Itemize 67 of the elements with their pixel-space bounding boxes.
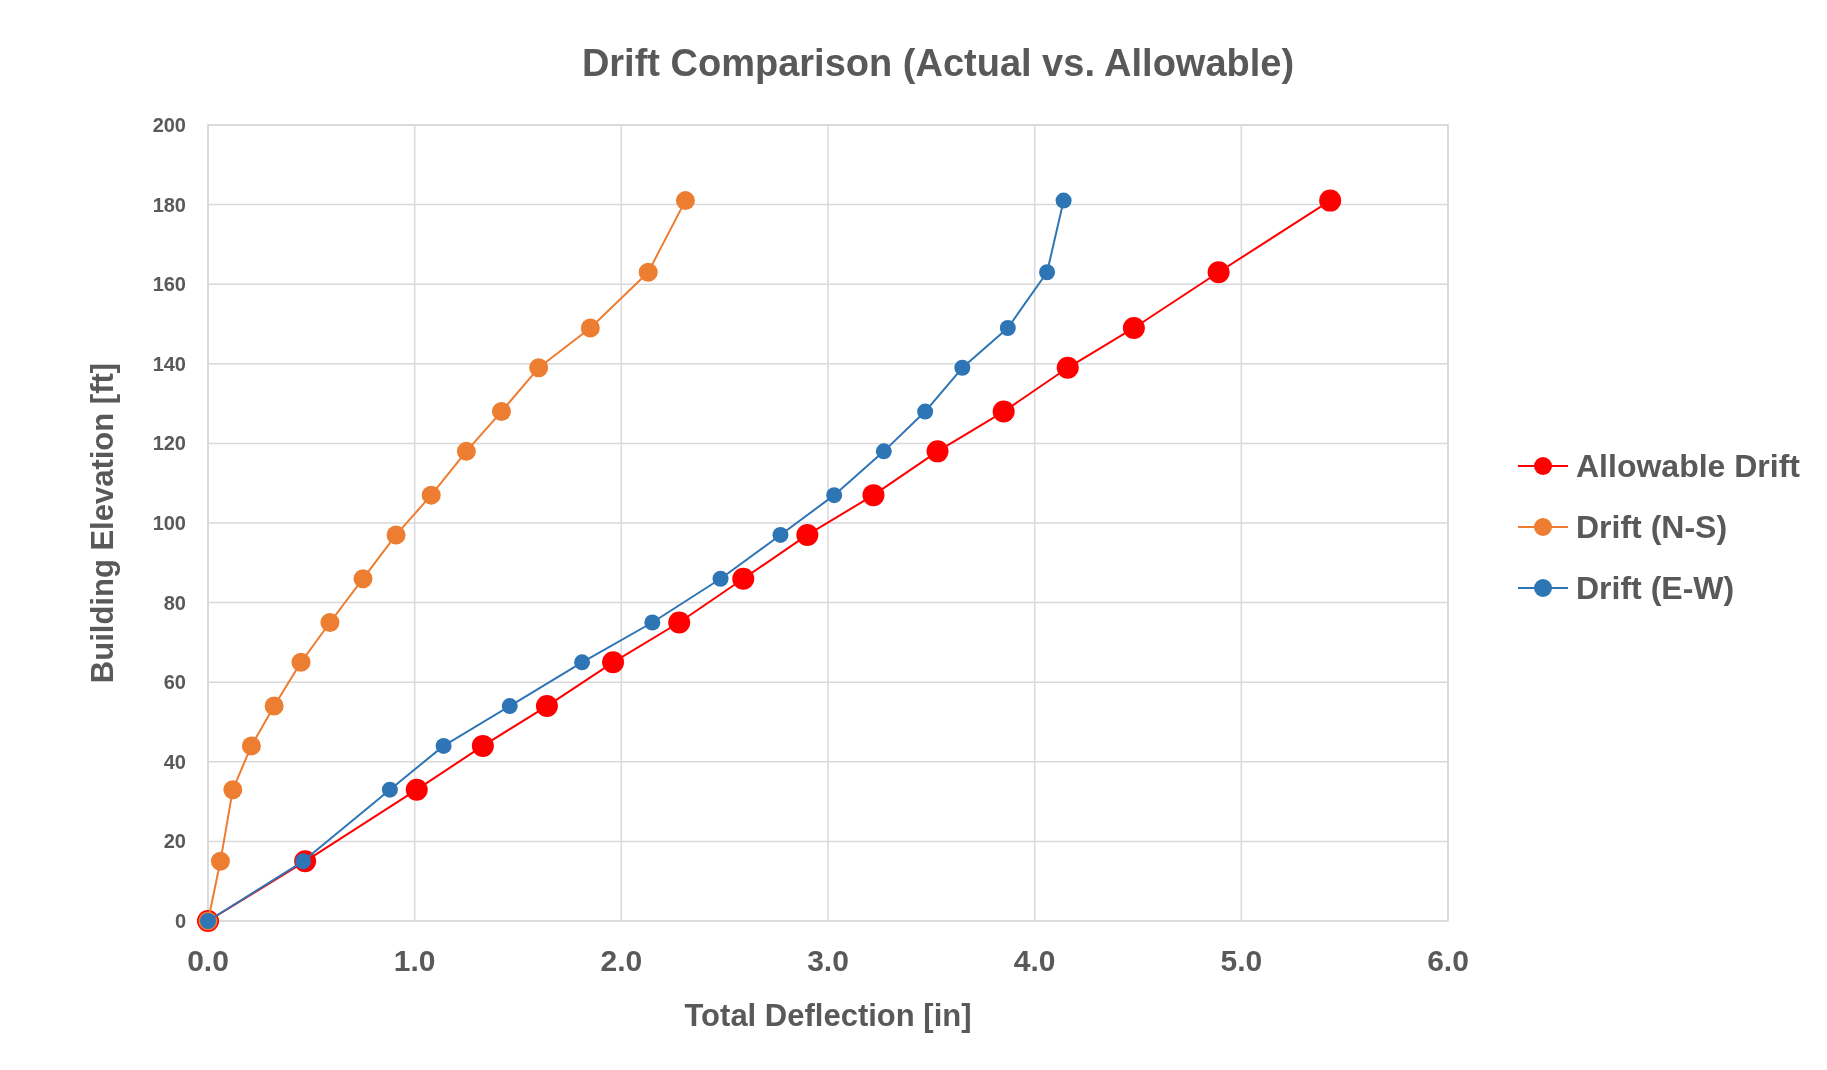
point bbox=[668, 611, 691, 634]
point bbox=[381, 781, 398, 798]
point bbox=[405, 778, 428, 801]
point bbox=[320, 613, 340, 632]
x-tick-label: 5.0 bbox=[1220, 944, 1263, 977]
x-tick-label: 6.0 bbox=[1427, 944, 1469, 977]
point bbox=[580, 318, 600, 338]
x-tick-label: 2.0 bbox=[600, 944, 643, 977]
legend-label: Drift (E-W) bbox=[1576, 570, 1735, 606]
point bbox=[826, 487, 843, 504]
point bbox=[535, 695, 558, 718]
point bbox=[386, 525, 406, 545]
point bbox=[264, 696, 284, 716]
point bbox=[796, 523, 819, 546]
point bbox=[501, 698, 518, 715]
point bbox=[644, 614, 661, 631]
point bbox=[210, 851, 230, 871]
y-tick-label: 0 bbox=[174, 910, 186, 932]
point bbox=[291, 652, 311, 672]
y-tick-label: 40 bbox=[163, 750, 186, 773]
point bbox=[1055, 192, 1072, 209]
y-tick-label: 100 bbox=[152, 512, 186, 534]
point bbox=[999, 319, 1016, 336]
point bbox=[602, 651, 625, 674]
x-tick-label: 3.0 bbox=[807, 944, 849, 977]
point bbox=[1207, 261, 1230, 284]
point bbox=[353, 569, 373, 589]
point bbox=[574, 654, 591, 671]
point bbox=[917, 403, 934, 420]
point bbox=[638, 262, 658, 282]
point bbox=[471, 734, 494, 757]
point bbox=[421, 485, 441, 505]
point bbox=[772, 526, 789, 543]
y-tick-label: 160 bbox=[152, 273, 186, 296]
point bbox=[1039, 264, 1056, 281]
y-tick-label: 180 bbox=[152, 193, 186, 216]
legend-label: Drift (N-S) bbox=[1576, 509, 1728, 545]
point bbox=[435, 737, 452, 754]
point bbox=[712, 570, 729, 587]
point bbox=[954, 359, 971, 376]
x-axis-title: Total Deflection [in] bbox=[684, 998, 972, 1033]
y-tick-label: 120 bbox=[152, 432, 186, 455]
point bbox=[926, 440, 949, 463]
point bbox=[223, 780, 243, 800]
y-axis-title: Building Elevation [ft] bbox=[85, 362, 120, 684]
x-tick-label: 1.0 bbox=[393, 944, 436, 977]
point bbox=[529, 358, 549, 378]
x-tick-label: 0.0 bbox=[187, 944, 229, 977]
point bbox=[491, 402, 511, 422]
y-tick-label: 200 bbox=[152, 114, 186, 136]
point bbox=[732, 567, 755, 590]
x-tick-label: 4.0 bbox=[1013, 944, 1056, 977]
y-tick-label: 60 bbox=[163, 671, 186, 694]
chart-title: Drift Comparison (Actual vs. Allowable) bbox=[581, 42, 1295, 84]
y-tick-label: 20 bbox=[163, 830, 186, 853]
point bbox=[862, 484, 885, 507]
legend-label: Allowable Drift bbox=[1576, 448, 1801, 484]
point bbox=[675, 191, 695, 211]
y-tick-label: 80 bbox=[163, 591, 186, 614]
point bbox=[1122, 316, 1145, 339]
y-tick-label: 140 bbox=[152, 352, 186, 375]
point bbox=[241, 736, 261, 756]
point bbox=[1056, 356, 1079, 379]
point bbox=[875, 443, 892, 460]
point bbox=[456, 441, 476, 461]
point bbox=[1319, 189, 1342, 212]
point bbox=[992, 400, 1015, 423]
